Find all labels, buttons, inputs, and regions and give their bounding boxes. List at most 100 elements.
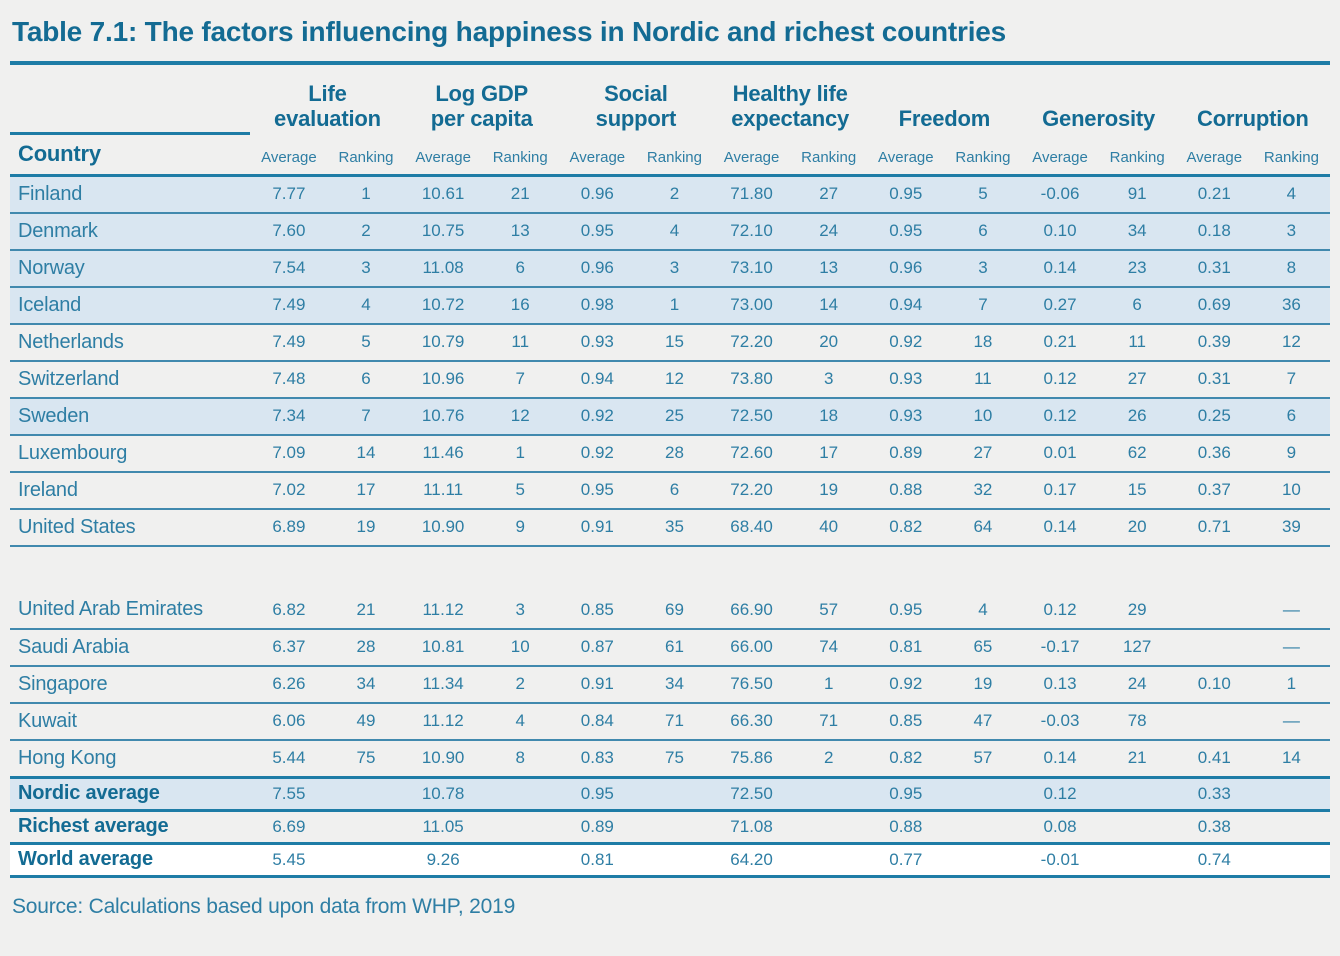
average-value: 72.10: [713, 212, 791, 251]
ranking-value: 36: [1252, 286, 1330, 325]
average-value: 0.91: [558, 665, 636, 704]
subheader-ranking: Ranking: [327, 133, 405, 177]
average-value: 10.61: [404, 175, 482, 214]
ranking-value: [327, 808, 405, 845]
average-value: 0.17: [1021, 471, 1099, 510]
average-value: 6.82: [250, 545, 328, 630]
ranking-value: [790, 775, 868, 812]
ranking-value: 19: [944, 665, 1022, 704]
ranking-value: 6: [635, 471, 714, 510]
average-value: 0.12: [1021, 397, 1099, 436]
ranking-value: 2: [635, 175, 714, 214]
ranking-value: 49: [327, 702, 405, 741]
column-group-header-line: Life: [308, 81, 347, 106]
ranking-value: [481, 775, 559, 812]
ranking-value: [944, 841, 1022, 878]
table-body: Finland 7.77 1 10.61 21 0.96 2 71.80 27 0.95 5 -0.0…: [10, 175, 1330, 878]
average-value: 0.18: [1175, 212, 1253, 251]
ranking-value: [1098, 808, 1176, 845]
table-row: Finland 7.77 1 10.61 21 0.96 2 71.80 27 0.95 5 -0.0…: [10, 175, 1330, 214]
average-value: 0.95: [867, 175, 945, 214]
average-value: 10.96: [404, 360, 482, 399]
ranking-value: 1: [635, 286, 714, 325]
subheader-average: Average: [404, 133, 482, 177]
average-value: 11.12: [404, 702, 482, 741]
ranking-value: 6: [1252, 397, 1330, 436]
average-value: 0.83: [558, 739, 636, 779]
ranking-value: 6: [327, 360, 405, 399]
ranking-value: 47: [944, 702, 1022, 741]
subheader-average: Average: [1021, 133, 1099, 177]
average-value: 0.71: [1175, 508, 1253, 547]
ranking-value: 21: [1098, 739, 1176, 779]
ranking-value: [1252, 841, 1330, 878]
country-name: United Arab Emirates: [10, 545, 251, 630]
ranking-value: 3: [1252, 212, 1330, 251]
average-value: 9.26: [404, 841, 482, 878]
ranking-value: 21: [481, 175, 559, 214]
average-value: 0.95: [558, 775, 636, 812]
average-value: 7.02: [250, 471, 328, 510]
subheader-average: Average: [867, 133, 945, 177]
ranking-value: 15: [635, 323, 714, 362]
average-value: 10.78: [404, 775, 482, 812]
column-group-header-line: Generosity: [1042, 106, 1156, 132]
ranking-value: 57: [944, 739, 1022, 779]
country-name: Ireland: [10, 471, 251, 510]
ranking-value: [1252, 808, 1330, 845]
ranking-value: [944, 775, 1022, 812]
column-group-header-line: Social: [604, 81, 668, 106]
subheader-average: Average: [713, 133, 791, 177]
ranking-value: 12: [1252, 323, 1330, 362]
table-row: Singapore 6.26 34 11.34 2 0.91 34 76.50 1 0.92 19 0…: [10, 665, 1330, 704]
ranking-value: [635, 841, 714, 878]
column-group-header: Social support: [559, 65, 713, 133]
country-name: Kuwait: [10, 702, 251, 741]
average-value: 73.00: [713, 286, 791, 325]
summary-label: World average: [10, 841, 251, 878]
average-value: 0.95: [558, 212, 636, 251]
ranking-value: 11: [944, 360, 1022, 399]
ranking-value: 19: [790, 471, 868, 510]
ranking-value: 7: [944, 286, 1022, 325]
average-value: 0.93: [558, 323, 636, 362]
average-value: 0.12: [1021, 360, 1099, 399]
average-value: 0.95: [867, 545, 945, 630]
average-value: 10.76: [404, 397, 482, 436]
average-value: 68.40: [713, 508, 791, 547]
average-value: 0.93: [867, 360, 945, 399]
average-value: 7.60: [250, 212, 328, 251]
ranking-value: —: [1252, 628, 1330, 667]
ranking-value: 32: [944, 471, 1022, 510]
ranking-value: 4: [1252, 175, 1330, 214]
ranking-value: 34: [635, 665, 714, 704]
ranking-value: 6: [944, 212, 1022, 251]
summary-row: Richest average 6.69 11.05 0.89 71.08 0.88 0.0…: [10, 808, 1330, 845]
average-value: 0.31: [1175, 249, 1253, 288]
ranking-value: 71: [790, 702, 868, 741]
ranking-value: 17: [790, 434, 868, 473]
average-value: 0.96: [558, 175, 636, 214]
average-value: 0.39: [1175, 323, 1253, 362]
ranking-value: 65: [944, 628, 1022, 667]
average-value: 0.21: [1175, 175, 1253, 214]
ranking-value: 24: [790, 212, 868, 251]
ranking-value: 3: [635, 249, 714, 288]
ranking-value: 28: [327, 628, 405, 667]
ranking-value: 21: [327, 545, 405, 630]
average-value: 6.06: [250, 702, 328, 741]
ranking-value: [944, 808, 1022, 845]
average-value: 10.79: [404, 323, 482, 362]
average-value: 72.50: [713, 775, 791, 812]
ranking-value: 4: [481, 702, 559, 741]
table-row: Iceland 7.49 4 10.72 16 0.98 1 73.00 14 0.94 7 0.27…: [10, 286, 1330, 325]
average-value: 0.12: [1021, 545, 1099, 630]
average-value: 7.54: [250, 249, 328, 288]
average-value: 0.95: [867, 775, 945, 812]
table-row: Saudi Arabia 6.37 28 10.81 10 0.87 61 66.00 74 0.…: [10, 628, 1330, 667]
ranking-value: 27: [1098, 360, 1176, 399]
average-value: 11.08: [404, 249, 482, 288]
column-group-header-line: support: [595, 106, 677, 132]
average-value: 6.26: [250, 665, 328, 704]
average-value: 0.74: [1175, 841, 1253, 878]
